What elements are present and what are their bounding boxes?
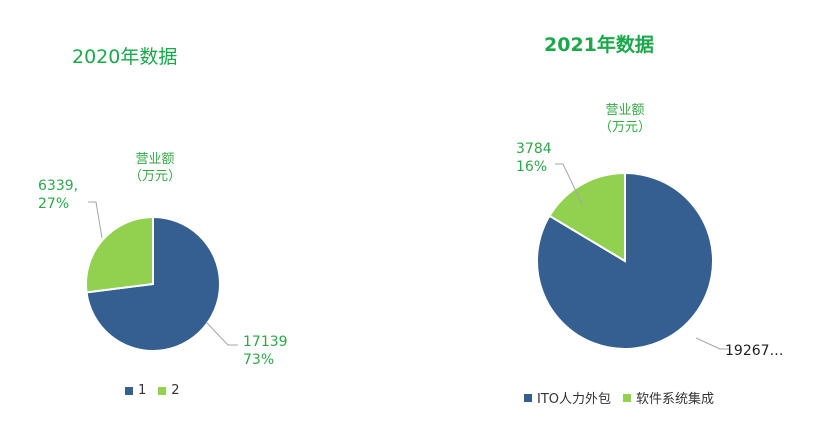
chart-2020-panel: 2020年数据 营业额 （万元） 17139 73% 6339, 27% 1 2 <box>38 46 288 398</box>
pie-slice <box>548 171 626 263</box>
series-name-label: 营业额 （万元） <box>110 151 200 185</box>
legend-item: 1 <box>125 383 146 398</box>
legend-label: 1 <box>138 383 147 398</box>
legend-label: 软件系统集成 <box>636 392 715 407</box>
leader-line <box>88 201 103 239</box>
series-name-text: 营业额 （万元） <box>128 152 181 184</box>
legend-swatch <box>125 386 133 395</box>
data-label: 3784 16% <box>516 141 552 175</box>
series-name-text: 营业额 （万元） <box>598 103 651 135</box>
pie-chart-2021: 19267… 3784 16% <box>516 141 784 359</box>
legend-label: 2 <box>171 383 180 398</box>
data-label: 19267… <box>725 343 784 359</box>
legend-item: ITO人力外包 <box>524 388 611 407</box>
legend-label: ITO人力外包 <box>537 392 612 407</box>
chart-title: 2020年数据 <box>72 46 178 68</box>
chart-title: 2021年数据 <box>544 34 654 56</box>
series-name-label: 营业额 （万元） <box>580 102 670 136</box>
pie-slice <box>85 215 154 294</box>
legend: ITO人力外包 软件系统集成 <box>524 388 720 407</box>
legend-item: 软件系统集成 <box>623 388 714 407</box>
legend-swatch <box>158 386 167 395</box>
leader-line <box>555 163 583 205</box>
data-label: 6339, 27% <box>38 178 78 212</box>
legend-item: 2 <box>158 383 180 398</box>
legend-swatch <box>524 393 532 402</box>
pie-chart-2020: 17139 73% 6339, 27% <box>38 178 288 368</box>
legend-swatch <box>623 393 632 402</box>
data-label: 17139 73% <box>243 334 288 368</box>
leader-line <box>695 337 730 350</box>
legend: 1 2 <box>125 383 186 398</box>
leader-line <box>205 321 238 346</box>
chart-2021-panel: 2021年数据 营业额 （万元） 19267… 3784 16% ITO人力外包 软件… <box>420 0 840 440</box>
